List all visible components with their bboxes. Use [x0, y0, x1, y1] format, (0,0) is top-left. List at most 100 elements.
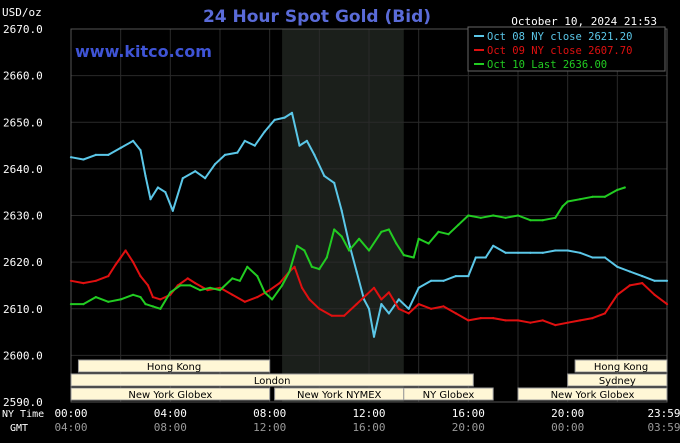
series-point — [479, 216, 482, 219]
series-point — [69, 156, 73, 159]
series-point — [467, 319, 470, 322]
series-point — [159, 298, 162, 301]
series-point — [119, 256, 122, 259]
session-label: Hong Kong — [147, 362, 201, 373]
session-bar — [70, 387, 271, 401]
series-point — [253, 144, 256, 147]
series-point — [199, 289, 202, 292]
series-point — [107, 153, 110, 156]
series-point — [333, 228, 336, 231]
series-point — [442, 279, 445, 282]
ny-time-tick: 16:00 — [452, 407, 485, 420]
series-point — [541, 319, 544, 322]
series-point — [616, 293, 619, 296]
series-point — [204, 177, 207, 180]
ny-time-tick: 23:59 — [647, 407, 680, 420]
series-point — [139, 296, 142, 299]
series-point — [579, 251, 582, 254]
ny-time-tick: 08:00 — [253, 407, 286, 420]
series-point — [566, 200, 569, 203]
series-point — [504, 251, 507, 254]
gmt-tick: 12:00 — [253, 421, 286, 434]
series-point — [298, 144, 301, 147]
series-point — [665, 279, 669, 282]
series-point — [300, 286, 304, 289]
series-point — [623, 186, 626, 189]
series-point — [231, 277, 234, 280]
y-tick-label: 2600.0 — [3, 349, 43, 362]
series-point — [256, 275, 259, 278]
series-point — [82, 303, 85, 306]
series-point — [231, 293, 234, 296]
series-point — [579, 198, 582, 201]
series-point — [132, 261, 135, 264]
series-point — [206, 289, 209, 292]
series-point — [194, 170, 197, 173]
series-point — [273, 118, 276, 121]
series-point — [554, 249, 557, 252]
series-point — [94, 296, 97, 299]
series-point — [447, 233, 450, 236]
series-point — [151, 296, 154, 299]
series-point — [417, 286, 420, 289]
ny-time-tick: 20:00 — [551, 407, 584, 420]
series-point — [529, 321, 532, 324]
series-point — [417, 237, 420, 240]
series-point — [139, 149, 142, 152]
y-unit-label: USD/oz — [2, 6, 42, 19]
legend-entry-oct08: Oct 08 NY close 2621.20 — [487, 31, 632, 43]
series-point — [454, 275, 457, 278]
series-point — [263, 291, 266, 294]
series-point — [330, 314, 333, 317]
series-point — [209, 286, 212, 289]
series-point — [402, 254, 405, 257]
gmt-tick: 20:00 — [452, 421, 485, 434]
series-point — [107, 275, 110, 278]
series-point — [236, 151, 239, 154]
series-point — [395, 242, 398, 245]
series-point — [628, 270, 631, 273]
series-point — [343, 314, 346, 317]
series-point — [457, 223, 460, 226]
series-point — [218, 289, 222, 292]
series-point — [467, 275, 470, 278]
series-point — [293, 265, 296, 268]
session-label: Hong Kong — [594, 362, 648, 373]
series-point — [119, 146, 122, 149]
series-point — [159, 307, 162, 310]
series-point — [82, 158, 85, 161]
series-point — [295, 244, 299, 247]
series-point — [454, 312, 457, 315]
series-point — [189, 284, 192, 287]
session-label: New York Globex — [551, 390, 635, 401]
y-tick-label: 2670.0 — [3, 23, 43, 36]
series-point — [171, 209, 174, 212]
series-point — [479, 317, 482, 320]
series-point — [529, 251, 532, 254]
series-point — [151, 305, 154, 308]
series-point — [186, 277, 189, 280]
series-point — [541, 251, 544, 254]
gmt-tick: 08:00 — [154, 421, 187, 434]
series-point — [313, 153, 316, 156]
plot-frame — [70, 28, 668, 403]
series-point — [308, 298, 311, 301]
series-point — [223, 153, 227, 156]
series-point — [243, 139, 246, 142]
session-bar — [403, 387, 494, 401]
series-point — [616, 265, 619, 268]
series-point — [139, 275, 142, 278]
series-point — [492, 214, 495, 217]
series-point — [653, 293, 656, 296]
series-point — [164, 191, 167, 194]
series-point — [591, 256, 594, 259]
series-point — [94, 279, 97, 282]
series-point — [365, 293, 368, 296]
series-point — [397, 307, 400, 310]
series-point — [283, 116, 286, 119]
series-point — [268, 289, 271, 292]
series-point — [119, 298, 122, 301]
series-point — [616, 188, 619, 191]
legend-entry-oct09: Oct 09 NY close 2607.70 — [487, 45, 632, 57]
series-point — [603, 256, 607, 259]
